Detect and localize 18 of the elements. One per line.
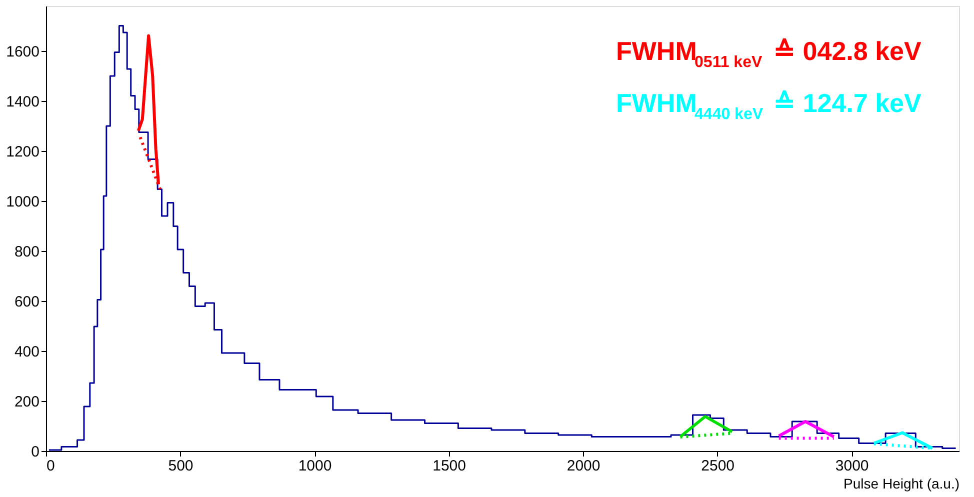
y-tick-label: 1600 (6, 44, 40, 60)
x-tick-label: 500 (168, 458, 194, 474)
y-tick-label: 800 (14, 244, 40, 260)
x-tick-label: 1000 (298, 458, 332, 474)
y-tick-label: 1000 (6, 194, 40, 210)
line-series (136, 34, 160, 186)
x-axis-title: Pulse Height (a.u.) (844, 476, 960, 492)
y-tick-label: 1400 (6, 94, 40, 110)
y-tick-label: 1200 (6, 144, 40, 160)
y-tick-label: 400 (14, 344, 40, 360)
x-tick-label: 2500 (701, 458, 735, 474)
x-tick-label: 2000 (566, 458, 600, 474)
x-tick-label: 1500 (432, 458, 466, 474)
x-tick-label: 3000 (835, 458, 869, 474)
x-tick-label: 0 (46, 458, 55, 474)
y-tick-label: 0 (31, 444, 40, 460)
y-tick-label: 200 (14, 394, 40, 410)
y-tick-label: 600 (14, 294, 40, 310)
